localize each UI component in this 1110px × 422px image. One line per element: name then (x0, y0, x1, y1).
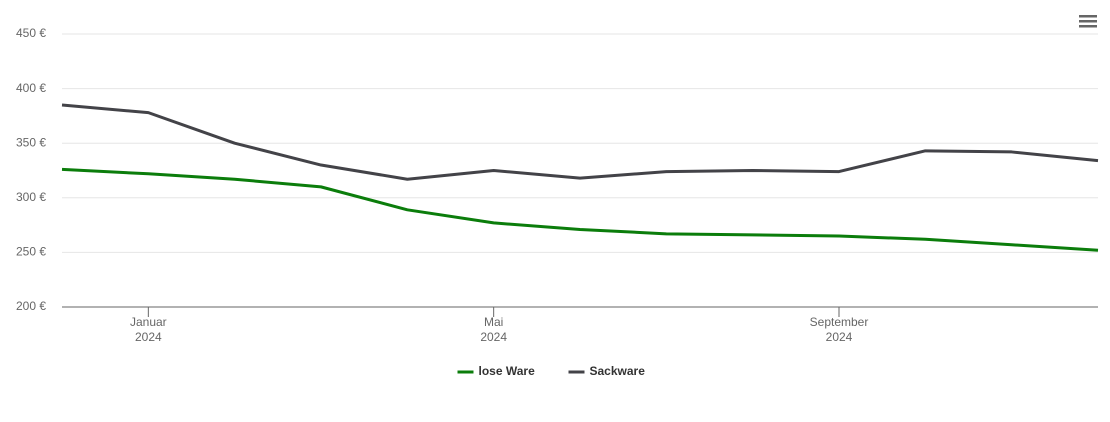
legend-item[interactable]: lose Ware (457, 364, 536, 378)
series-line (61, 103, 1099, 181)
y-tick-label: 350 € (16, 135, 46, 149)
x-tick-year: 2024 (480, 330, 507, 344)
x-tick-label: September (810, 315, 869, 329)
x-tick-label: Januar (130, 315, 167, 329)
menu-bar (1079, 25, 1097, 28)
menu-bar (1079, 15, 1097, 18)
y-tick-label: 450 € (16, 26, 46, 40)
x-tick-year: 2024 (826, 330, 853, 344)
legend: lose Ware Sackware (457, 364, 646, 378)
y-tick-label: 250 € (16, 245, 46, 259)
legend-item[interactable]: Sackware (568, 364, 646, 378)
x-tick-year: 2024 (135, 330, 162, 344)
x-tick-label: Mai (484, 315, 503, 329)
y-tick-label: 300 € (16, 190, 46, 204)
legend-label: Sackware (590, 364, 646, 378)
series-line (61, 167, 1099, 252)
y-tick-label: 400 € (16, 81, 46, 95)
menu-bar (1079, 20, 1097, 23)
y-tick-label: 200 € (16, 299, 46, 313)
menu-icon[interactable] (1079, 15, 1097, 28)
legend-label: lose Ware (479, 364, 536, 378)
